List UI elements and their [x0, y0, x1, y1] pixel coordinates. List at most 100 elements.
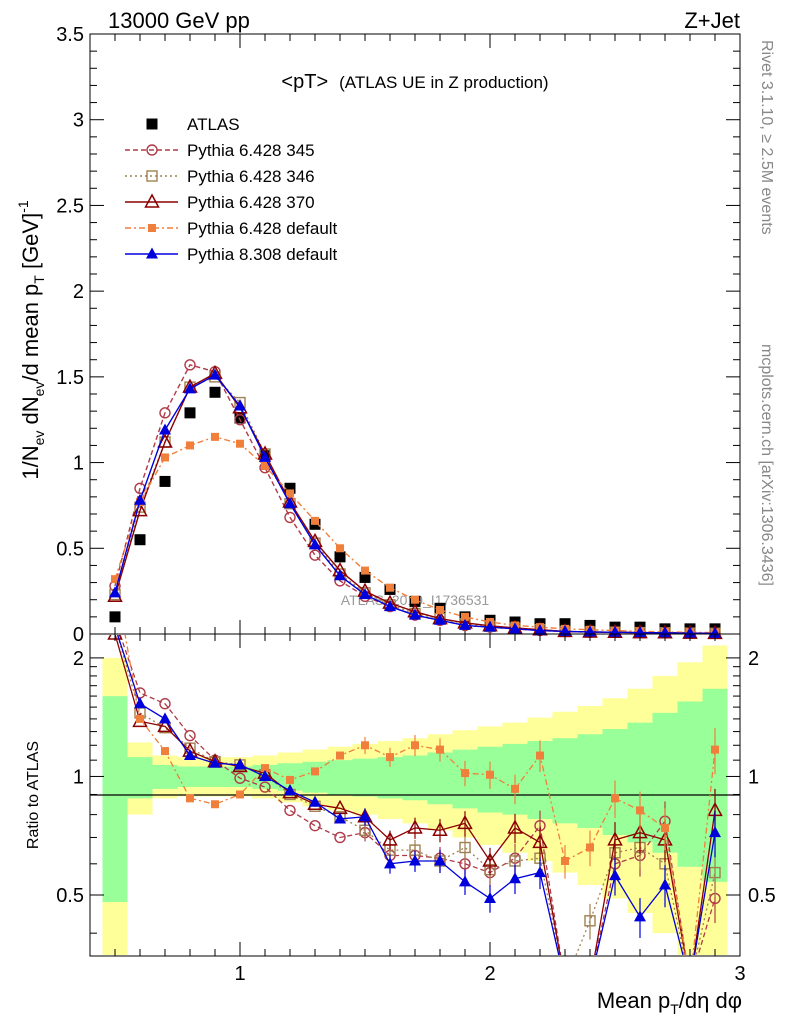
data-point-marker	[461, 769, 469, 778]
data-point-marker	[361, 741, 369, 750]
legend-item: Pythia 6.428 default	[125, 219, 338, 238]
data-point-marker	[234, 758, 246, 770]
data-point-marker	[384, 857, 396, 869]
x-axis-title: Mean pT/dη dφ	[597, 988, 742, 1017]
data-point-marker	[136, 714, 144, 723]
main-plot-panel: 00.511.522.533.5 ATLAS_2019_I1736531 <pT…	[56, 24, 741, 646]
ratio-plot-axis-ticks: 0.5 0.5 1 1 2 2 1 2 3	[56, 634, 776, 985]
ratio-plot-series	[107, 635, 723, 955]
data-point-marker	[607, 831, 623, 846]
data-point-marker	[259, 769, 271, 781]
ratio-y-tick-label: 1	[73, 766, 84, 788]
data-point-marker	[184, 729, 196, 742]
data-point-marker	[359, 571, 371, 583]
data-point-marker	[284, 482, 296, 494]
x-tick-label: 2	[484, 963, 495, 985]
data-point-marker	[711, 745, 719, 754]
data-point-marker	[459, 875, 471, 887]
legend-item: Pythia 8.308 default	[125, 245, 338, 264]
data-point-marker	[334, 831, 346, 844]
data-point-marker	[184, 359, 196, 371]
main-y-tick-label: 0	[73, 624, 84, 646]
data-point-marker	[559, 624, 571, 636]
legend-item: ATLAS	[146, 115, 240, 134]
data-point-marker	[532, 833, 548, 849]
data-point-marker	[134, 697, 146, 709]
data-point-marker	[184, 749, 196, 761]
legend-label: Pythia 6.428 370	[187, 193, 315, 212]
data-point-marker	[684, 626, 696, 638]
header-process-label: Z+Jet	[684, 8, 740, 33]
data-point-marker	[336, 544, 344, 553]
data-point-marker	[434, 613, 446, 625]
data-point-marker	[457, 814, 473, 830]
data-point-marker	[284, 784, 296, 796]
data-point-marker	[209, 756, 221, 768]
data-point-marker	[236, 790, 244, 799]
data-point-marker	[309, 795, 321, 807]
ratio-uncertainty-bands	[102, 645, 728, 955]
data-point-marker	[186, 441, 194, 450]
data-point-marker	[361, 566, 369, 575]
data-point-marker	[146, 170, 158, 182]
data-point-marker	[234, 772, 246, 784]
data-point-marker	[609, 869, 621, 881]
legend-item: Pythia 6.428 370	[125, 193, 315, 212]
data-point-marker	[359, 810, 371, 822]
data-point-marker	[409, 854, 421, 866]
data-point-marker	[157, 717, 173, 733]
legend-label: Pythia 6.428 346	[187, 167, 315, 186]
main-plot-title-sub: (ATLAS UE in Z production)	[339, 73, 548, 92]
data-point-marker	[411, 595, 419, 604]
data-point-marker	[261, 764, 269, 773]
data-point-marker	[134, 493, 146, 505]
data-point-marker	[636, 806, 644, 815]
ratio-series-4	[117, 635, 721, 955]
data-point-marker	[709, 826, 721, 838]
data-point-marker	[284, 804, 296, 817]
data-point-marker	[407, 819, 423, 834]
data-point-marker	[334, 812, 346, 824]
data-point-marker	[659, 878, 671, 890]
data-point-marker	[259, 781, 271, 793]
data-point-marker	[336, 751, 344, 760]
main-y-tick-label: 3	[73, 110, 84, 132]
data-point-marker	[461, 612, 469, 621]
data-point-marker	[159, 407, 171, 419]
data-point-marker	[109, 611, 121, 623]
data-point-marker	[186, 794, 194, 803]
data-point-marker	[234, 399, 246, 411]
data-point-marker	[286, 489, 294, 498]
ratio-series-3	[124, 635, 719, 955]
data-point-marker	[359, 588, 371, 600]
data-point-marker	[634, 910, 646, 922]
data-point-marker	[561, 856, 569, 865]
ratio-plot-panel: 0.5 0.5 1 1 2 2 1 2 3	[56, 633, 776, 985]
data-point-marker	[486, 770, 494, 779]
data-point-marker	[146, 118, 158, 130]
main-series-5	[109, 368, 721, 638]
ratio-y-tick-label: 2	[73, 648, 84, 670]
data-point-marker	[459, 841, 471, 854]
data-point-marker	[382, 831, 398, 846]
data-point-marker	[432, 821, 448, 837]
data-point-marker	[111, 575, 119, 584]
data-point-marker	[311, 516, 319, 525]
rivet-version-label: Rivet 3.1.10, ≥ 2.5M events	[758, 40, 775, 235]
data-point-marker	[334, 551, 346, 563]
main-y-tick-label: 1.5	[56, 367, 84, 389]
data-point-marker	[309, 819, 321, 832]
main-y-tick-label: 0.5	[56, 538, 84, 560]
data-point-marker	[148, 224, 156, 232]
data-point-marker	[159, 698, 171, 710]
data-point-marker	[584, 915, 596, 927]
data-point-marker	[586, 843, 594, 852]
data-point-marker	[146, 247, 158, 259]
data-point-marker	[482, 852, 498, 867]
legend-label: ATLAS	[187, 115, 240, 134]
data-point-marker	[211, 432, 219, 441]
data-point-marker	[409, 608, 421, 620]
data-point-marker	[234, 414, 246, 426]
header-collision-label: 13000 GeV pp	[108, 8, 250, 33]
data-point-marker	[284, 497, 296, 509]
